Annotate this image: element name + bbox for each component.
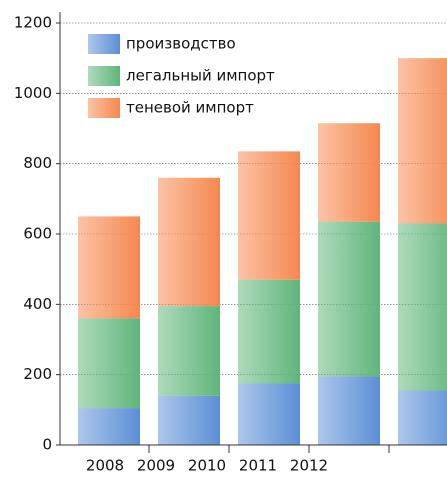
x-tick-label: 2011 (239, 457, 277, 475)
legend-swatch (88, 34, 120, 54)
legend-label: производство (126, 35, 236, 53)
x-tick-label: 2012 (290, 457, 328, 475)
y-tick-label: 600 (23, 225, 52, 243)
bar-segment (318, 123, 380, 222)
bar-segment (238, 279, 300, 384)
y-tick-label: 800 (23, 154, 52, 172)
bar-segment (318, 221, 380, 377)
x-tick-label: 2009 (137, 457, 175, 475)
bar-segment (158, 177, 220, 307)
y-tick-label: 1000 (14, 84, 52, 102)
bar-segment (398, 390, 447, 445)
bar-segment (158, 306, 220, 396)
bar-segment (238, 383, 300, 445)
legend-label: легальный импорт (126, 67, 275, 85)
bar-segment (78, 318, 140, 409)
y-tick-label: 200 (23, 365, 52, 383)
bar-segment (78, 216, 140, 319)
bar-segment (238, 151, 300, 280)
x-tick-label: 2010 (188, 457, 226, 475)
bar-segment (398, 223, 447, 391)
bar-segment (158, 395, 220, 445)
y-tick-label: 1200 (14, 14, 52, 32)
bar-segment (318, 376, 380, 445)
y-tick-label: 0 (42, 436, 52, 454)
bar-segment (78, 408, 140, 445)
x-tick-label: 2008 (86, 457, 124, 475)
bar-segment (398, 58, 447, 224)
legend-swatch (88, 98, 120, 118)
y-tick-label: 400 (23, 295, 52, 313)
legend-swatch (88, 66, 120, 86)
legend-label: теневой импорт (126, 99, 254, 117)
